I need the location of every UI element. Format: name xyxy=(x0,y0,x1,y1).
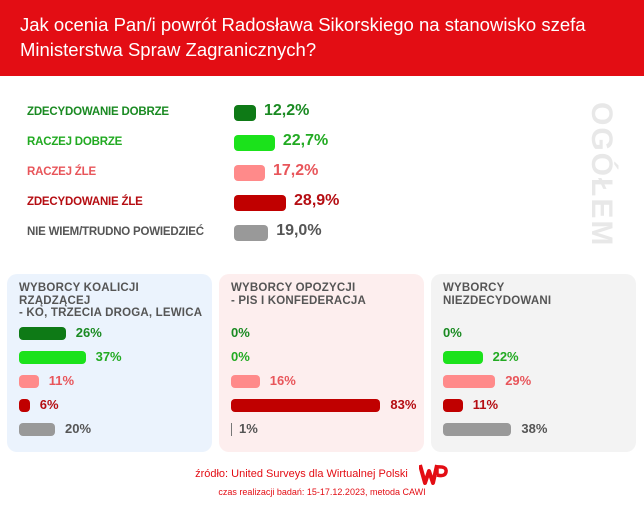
wp-logo-icon xyxy=(418,464,448,485)
panel-title: WYBORCY NIEZDECYDOWANI xyxy=(443,282,551,307)
value-label: 20% xyxy=(65,421,92,436)
value-label: 22% xyxy=(492,349,519,364)
source-text: źródło: United Surveys dla Wirtualnej Po… xyxy=(195,467,408,480)
category-label: RACZEJ ŹLE xyxy=(27,166,96,178)
side-label: OGÓŁEM xyxy=(585,102,618,248)
value-label: 16% xyxy=(269,373,296,388)
bar-zdecydowanie-dobrze xyxy=(234,105,256,121)
value-label: 38% xyxy=(521,421,548,436)
value-label: 37% xyxy=(95,349,122,364)
group-row-nie-wiem: 1% xyxy=(231,420,421,440)
panel-3: WYBORCY NIEZDECYDOWANI 0% 22% 29% 11% 38% xyxy=(431,274,636,452)
group-row-nie-wiem: 20% xyxy=(19,420,209,440)
value-label: 6% xyxy=(39,397,59,412)
group-row-zdecydowanie-dobrze: 0% xyxy=(231,324,421,344)
group-row-zdecydowanie-zle: 11% xyxy=(443,396,633,416)
overall-row-nie-wiem: NIE WIEM/TRUDNO POWIEDZIEĆ 19,0% xyxy=(0,221,600,245)
overall-row-raczej-dobrze: RACZEJ DOBRZE 22,7% xyxy=(0,131,600,155)
group-row-zdecydowanie-zle: 6% xyxy=(19,396,209,416)
panel-title-line: - KO, TRZECIA DROGA, LEWICA xyxy=(19,307,203,319)
value-label: 29% xyxy=(505,373,532,388)
panel-2: WYBORCY OPOZYCJI - PIS I KONFEDERACJA 0% 0%… xyxy=(219,274,424,452)
group-row-zdecydowanie-dobrze: 26% xyxy=(19,324,209,344)
value-label: 17,2% xyxy=(272,162,319,179)
group-row-raczej-dobrze: 22% xyxy=(443,348,633,368)
value-label: 1% xyxy=(239,421,258,436)
value-label: 19,0% xyxy=(276,222,322,239)
bar-zdecydowanie-dobrze xyxy=(19,327,66,340)
bar-nie-wiem xyxy=(19,423,55,436)
panel-title: WYBORCY KOALICJI RZĄDZĄCEJ - KO, TRZECIA … xyxy=(19,282,212,320)
bar-raczej-dobrze xyxy=(443,351,483,364)
bar-raczej-zle xyxy=(19,375,39,388)
bar-zdecydowanie-zle xyxy=(231,399,381,412)
value-label: 11% xyxy=(472,397,499,412)
category-label: ZDECYDOWANIE ŹLE xyxy=(27,196,143,208)
group-row-zdecydowanie-zle: 83% xyxy=(231,396,421,416)
bar-raczej-dobrze xyxy=(19,351,86,364)
bar-raczej-zle xyxy=(231,375,260,388)
panel-title: WYBORCY OPOZYCJI - PIS I KONFEDERACJA xyxy=(231,282,366,307)
group-row-nie-wiem: 38% xyxy=(443,420,633,440)
panel-title-line: WYBORCY OPOZYCJI xyxy=(231,282,356,294)
panel-title-line: WYBORCY xyxy=(443,282,505,294)
value-label: 11% xyxy=(48,373,75,388)
group-row-raczej-zle: 16% xyxy=(231,372,421,392)
value-label: 22,7% xyxy=(282,132,329,149)
group-row-zdecydowanie-dobrze: 0% xyxy=(443,324,633,344)
header: Jak ocenia Pan/i powrót Radosława Sikors… xyxy=(0,0,644,76)
value-label: 83% xyxy=(390,397,417,412)
group-row-raczej-zle: 11% xyxy=(19,372,209,392)
bar-raczej-zle xyxy=(443,375,496,388)
value-label: 0% xyxy=(231,349,250,364)
group-row-raczej-dobrze: 0% xyxy=(231,348,421,368)
page-title: Jak ocenia Pan/i powrót Radosława Sikors… xyxy=(20,14,586,60)
bar-nie-wiem xyxy=(234,225,269,241)
bar-nie-wiem xyxy=(443,423,512,436)
overall-row-zdecydowanie-dobrze: ZDECYDOWANIE DOBRZE 12,2% xyxy=(0,101,600,125)
footer-method: czas realizacji badań: 15-17.12.2023, me… xyxy=(218,487,426,497)
group-row-raczej-zle: 29% xyxy=(443,372,633,392)
value-label: 26% xyxy=(75,325,102,340)
bar-zdecydowanie-zle xyxy=(443,399,463,412)
value-label: 12,2% xyxy=(263,102,310,119)
panel-title-line: WYBORCY KOALICJI RZĄDZĄCEJ xyxy=(19,282,139,307)
panel-1: WYBORCY KOALICJI RZĄDZĄCEJ - KO, TRZECIA … xyxy=(7,274,212,452)
bar-nie-wiem xyxy=(231,423,232,436)
category-label: NIE WIEM/TRUDNO POWIEDZIEĆ xyxy=(27,226,204,238)
overall-row-zdecydowanie-zle: ZDECYDOWANIE ŹLE 28,9% xyxy=(0,191,600,215)
value-label: 0% xyxy=(231,325,250,340)
category-label: RACZEJ DOBRZE xyxy=(27,136,123,148)
value-label: 0% xyxy=(443,325,462,340)
group-row-raczej-dobrze: 37% xyxy=(19,348,209,368)
panel-title-line: NIEZDECYDOWANI xyxy=(443,294,552,307)
footer-source: źródło: United Surveys dla Wirtualnej Po… xyxy=(0,463,644,485)
bar-raczej-dobrze xyxy=(234,135,275,151)
value-label: 28,9% xyxy=(294,192,340,209)
bar-raczej-zle xyxy=(234,165,265,181)
bar-zdecydowanie-zle xyxy=(234,195,287,211)
overall-row-raczej-zle: RACZEJ ŹLE 17,2% xyxy=(0,161,600,185)
category-label: ZDECYDOWANIE DOBRZE xyxy=(27,106,169,118)
panel-title-line: - PIS I KONFEDERACJA xyxy=(231,294,366,307)
bar-zdecydowanie-zle xyxy=(19,399,30,412)
